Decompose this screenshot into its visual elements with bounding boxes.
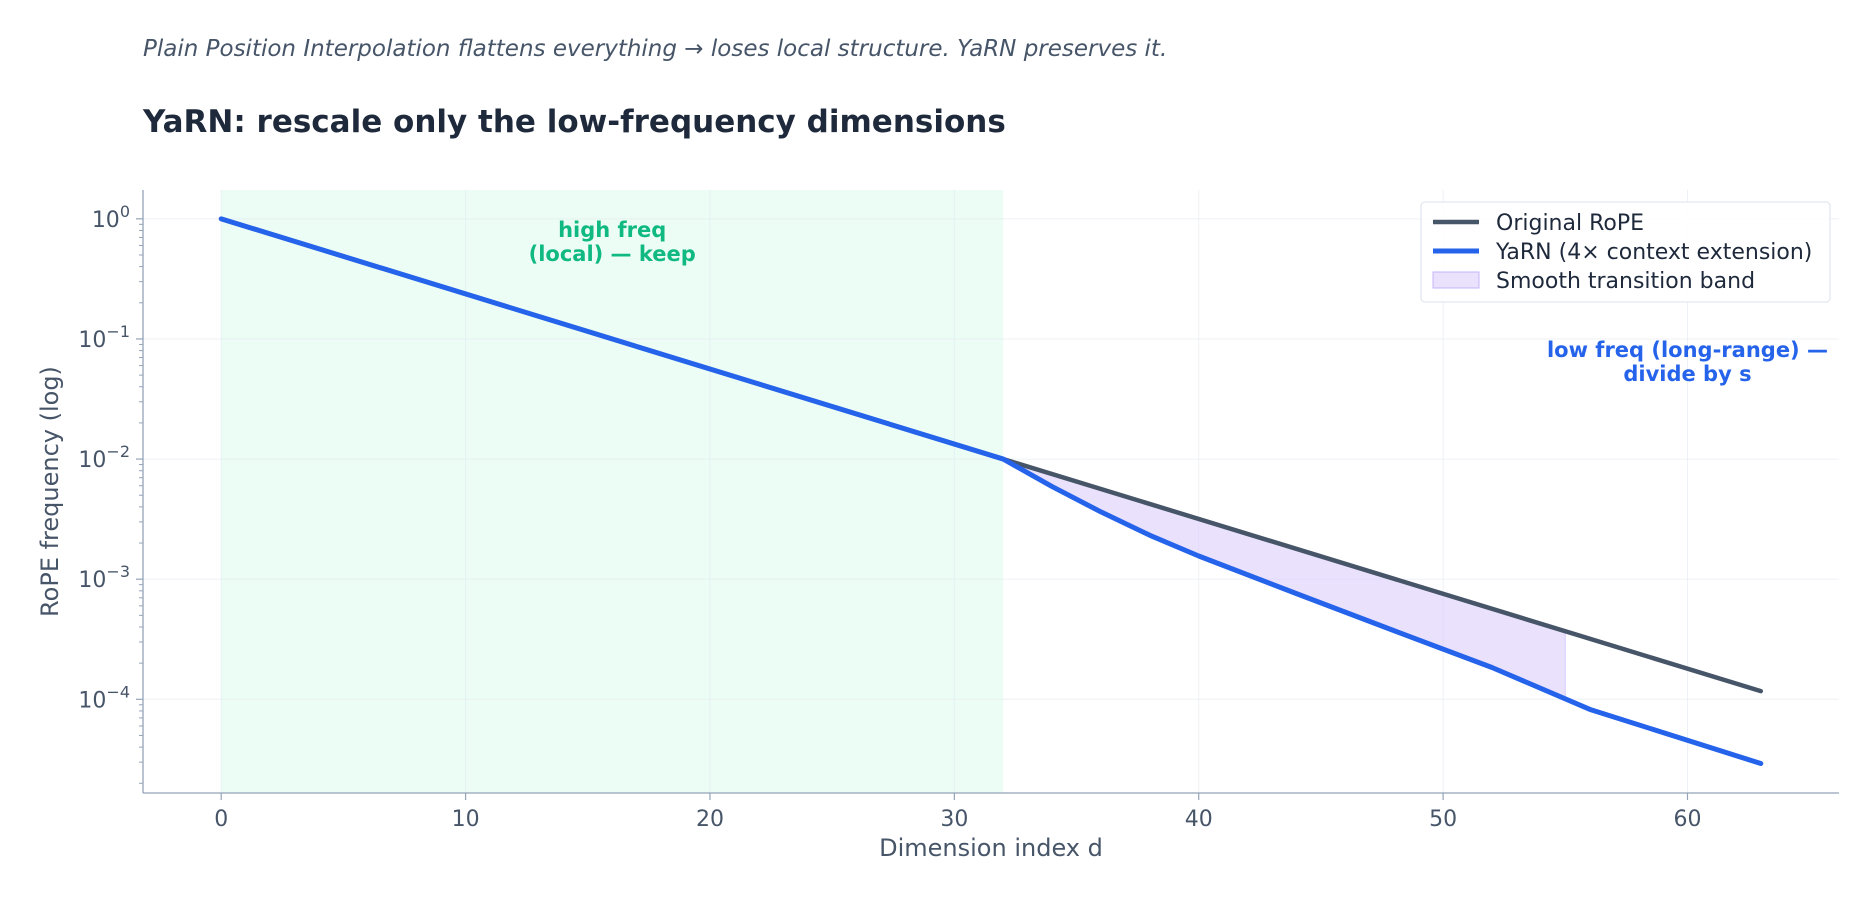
x-tick-label: 30 (940, 807, 968, 832)
y-tick-label: 10−3 (78, 562, 130, 593)
x-axis-label: Dimension index d (879, 834, 1103, 862)
annotation-low-freq: low freq (long-range) — (1547, 338, 1828, 362)
series-line-yarn (218, 216, 1764, 767)
legend-item-yarn-label: YaRN (4× context extension) (1495, 240, 1812, 265)
legend-item-transition-band-label: Smooth transition band (1496, 269, 1755, 294)
y-axis-label: RoPE frequency (log) (36, 366, 64, 617)
x-tick-label: 60 (1673, 807, 1701, 832)
x-tick-label: 40 (1185, 807, 1213, 832)
legend-box (1420, 201, 1831, 303)
y-tick-label: 10−1 (78, 322, 130, 353)
x-tick-label: 20 (696, 807, 724, 832)
y-tick-label: 10−4 (78, 682, 130, 713)
annotation-high-freq: high freq (558, 218, 666, 242)
x-tick-label: 10 (452, 807, 480, 832)
high-freq-band (221, 190, 1004, 793)
chart-title: YaRN: rescale only the low-frequency dim… (143, 104, 1006, 140)
legend-item-transition-band-swatch (1432, 271, 1480, 289)
x-tick-label: 50 (1429, 807, 1457, 832)
y-tick-label: 10−2 (78, 442, 130, 473)
annotation-low-freq: divide by s (1623, 362, 1751, 386)
legend-item-original-rope-label: Original RoPE (1496, 211, 1644, 236)
x-tick-label: 0 (214, 807, 228, 832)
annotation-high-freq: (local) — keep (529, 242, 696, 266)
y-tick-label: 100 (92, 202, 130, 233)
chart-subtitle: Plain Position Interpolation flattens ev… (143, 36, 1168, 62)
